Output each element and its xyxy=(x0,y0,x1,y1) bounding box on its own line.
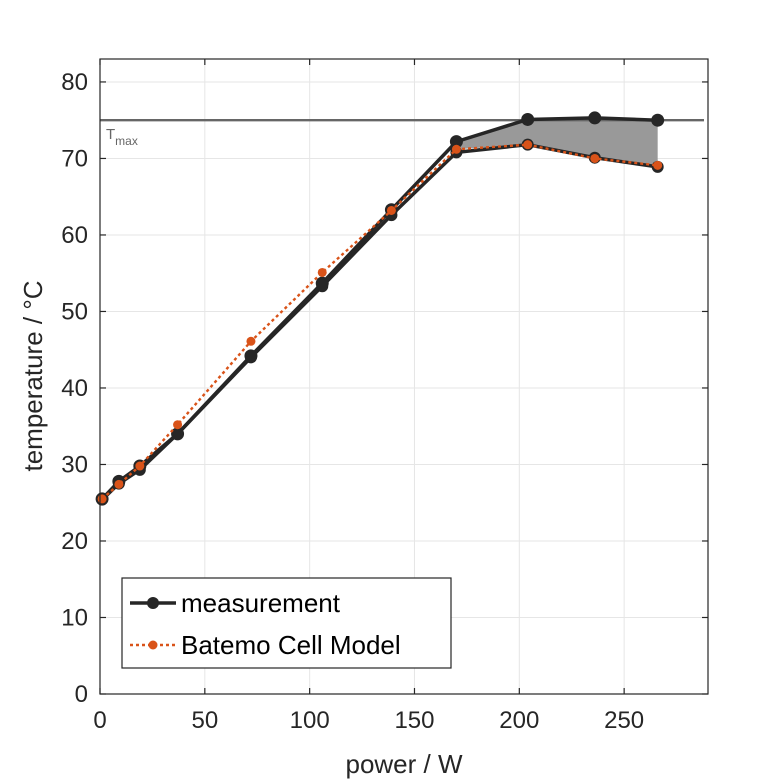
x-tick-labels: 0 50 100 150 200 250 xyxy=(93,707,644,734)
shaded-area xyxy=(456,117,658,166)
y-tick-label: 40 xyxy=(61,375,88,402)
batemo-model-point xyxy=(386,205,396,215)
measurement-point xyxy=(171,427,185,441)
x-axis-label: power / W xyxy=(345,749,462,779)
y-axis-label: temperature / °C xyxy=(18,280,48,471)
x-tick-label: 250 xyxy=(604,707,644,734)
legend-label-measurement: measurement xyxy=(181,588,341,618)
measurement-point xyxy=(449,135,463,149)
tmax-label: Tmax xyxy=(106,126,138,148)
batemo-model-point xyxy=(317,267,327,277)
x-tick-label: 0 xyxy=(93,707,106,734)
y-tick-label: 60 xyxy=(61,222,88,249)
y-tick-label: 50 xyxy=(61,298,88,325)
x-tick-label: 150 xyxy=(394,707,434,734)
y-tick-label: 80 xyxy=(61,69,88,96)
y-tick-labels: 0 10 20 30 40 50 60 70 80 xyxy=(61,69,88,708)
batemo-model-point xyxy=(173,420,183,430)
batemo-model-point xyxy=(590,153,600,163)
batemo-model-point xyxy=(653,160,663,170)
exceedance-region xyxy=(456,117,658,166)
x-tick-label: 200 xyxy=(499,707,539,734)
legend-marker-measurement xyxy=(147,597,159,609)
x-tick-label: 100 xyxy=(290,707,330,734)
batemo-model-point xyxy=(97,494,107,504)
legend-entry-batemo: Batemo Cell Model xyxy=(130,630,401,660)
y-tick-label: 30 xyxy=(61,451,88,478)
y-tick-label: 10 xyxy=(61,604,88,631)
plot-frame xyxy=(99,58,709,695)
batemo-model-point xyxy=(523,140,533,150)
legend-label-batemo: Batemo Cell Model xyxy=(181,630,401,660)
batemo-model-point xyxy=(135,461,145,471)
legend-box xyxy=(121,577,452,669)
y-tick-label: 20 xyxy=(61,528,88,555)
measurement-point xyxy=(244,349,258,363)
measurement-point xyxy=(588,111,602,125)
tmax-threshold: Tmax xyxy=(100,119,704,148)
batemo-model-point xyxy=(114,479,124,489)
batemo-model-point xyxy=(246,336,256,346)
y-tick-label: 0 xyxy=(75,681,88,708)
legend: measurement Batemo Cell Model xyxy=(121,577,452,669)
legend-entry-measurement: measurement xyxy=(130,588,341,618)
measurement-point xyxy=(521,112,535,126)
legend-marker-batemo xyxy=(148,640,158,650)
y-tick-label: 70 xyxy=(61,145,88,172)
measurement-point xyxy=(315,276,329,290)
measurement-point xyxy=(651,113,665,127)
data-series xyxy=(95,111,665,506)
x-tick-label: 50 xyxy=(191,707,218,734)
batemo-model-point xyxy=(451,144,461,154)
